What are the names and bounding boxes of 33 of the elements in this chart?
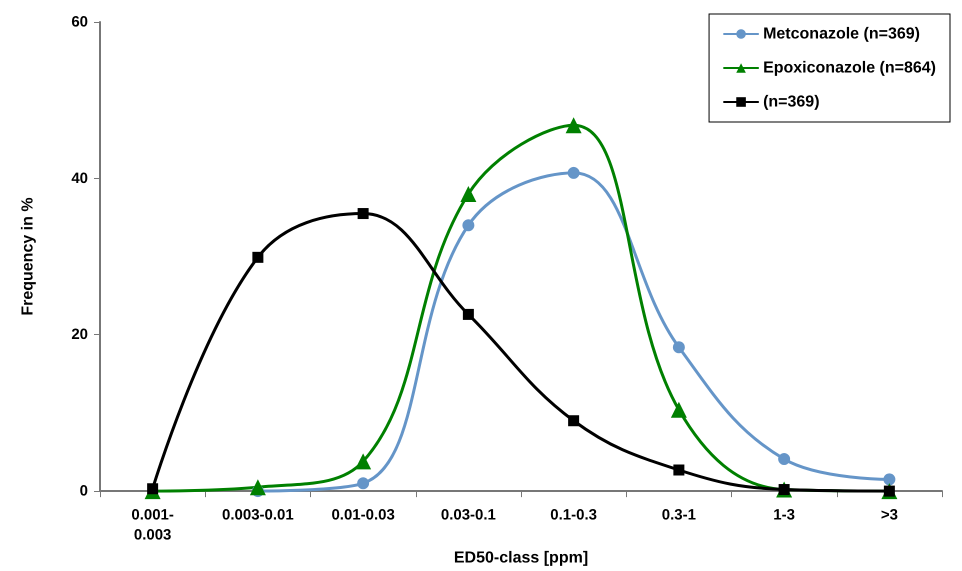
x-axis-title: ED50-class [ppm] — [454, 550, 588, 566]
point — [778, 453, 790, 466]
legend-label: Epoxiconazole (n=864) — [763, 60, 936, 76]
point — [355, 453, 372, 470]
point — [566, 117, 582, 134]
x-tick-label: 1-3 — [773, 506, 795, 524]
x-tick-label: 0.3-1 — [662, 506, 696, 524]
y-tick-label: 60 — [71, 14, 88, 30]
y-tick-label: 0 — [80, 482, 88, 500]
point — [462, 219, 474, 232]
x-tick-label: 0.001- 0.003 — [131, 506, 174, 544]
point — [250, 479, 266, 496]
point — [358, 208, 369, 220]
y-tick-label: 20 — [71, 326, 88, 344]
point — [357, 477, 370, 490]
legend-label: Metconazole (n=369) — [763, 26, 920, 42]
y-axis-title: Frequency in % — [20, 197, 36, 316]
x-tick-label: 0.003-0.01 — [222, 506, 294, 524]
point — [883, 473, 896, 486]
point — [462, 308, 474, 320]
point — [673, 464, 684, 476]
point — [568, 415, 580, 426]
x-tick-label: >3 — [880, 506, 898, 524]
x-tick-label: 0.01-0.03 — [331, 506, 395, 524]
y-tick-label: 40 — [71, 170, 88, 187]
x-tick-label: 0.03-0.1 — [440, 506, 496, 524]
point — [460, 186, 476, 202]
point — [252, 252, 264, 263]
point — [670, 402, 687, 418]
point — [672, 341, 685, 354]
x-tick-label: 0.1-0.3 — [550, 506, 597, 524]
legend-label: (n=369) — [763, 94, 820, 110]
point — [568, 166, 580, 179]
